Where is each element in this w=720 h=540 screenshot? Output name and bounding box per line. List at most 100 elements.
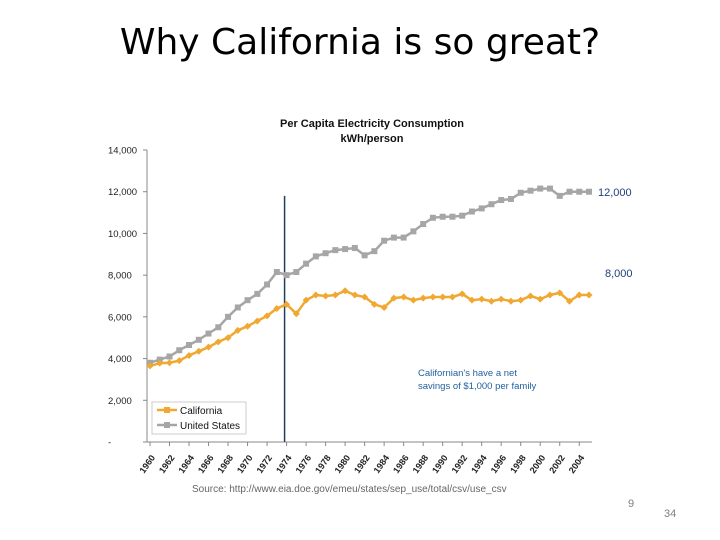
series-us-point [312,253,319,260]
x-tick-label: 1980 [333,453,353,475]
series-california-point [292,310,300,318]
series-california-point [146,362,154,370]
series-us-point [293,269,300,276]
chart-title: Per Capita Electricity Consumption [280,118,464,130]
series-california-point [380,303,388,311]
series-california-point [409,296,417,304]
series-us-point [546,185,553,192]
series-us-point [215,324,222,331]
series-us-point [468,208,475,215]
series-california-point [497,295,505,303]
series-us-point [459,212,466,219]
series-california-point [517,296,525,304]
x-tick-label: 1986 [391,453,411,475]
x-tick-label: 1962 [157,453,177,475]
series-california-point [546,291,554,299]
series-california-point [263,312,271,320]
x-tick-label: 2000 [528,453,548,475]
series-california-point [439,293,447,301]
y-tick-label: - [108,438,111,449]
series-us-point [342,246,349,253]
series-california-point [370,300,378,308]
series-us-point [166,353,173,360]
y-tick-label: 6,000 [108,312,132,323]
series-california-point [556,289,564,297]
series-california-point [175,357,183,365]
x-tick-label: 1994 [469,453,489,475]
series-us-point [234,304,241,311]
series-us-point [556,192,563,199]
series-us-point [351,245,358,252]
series-us-point [186,342,193,349]
series-california-point [351,291,359,299]
series-california-point [419,294,427,302]
x-tick-label: 1988 [411,453,431,475]
series-us-point [527,187,534,194]
x-tick-label: 1984 [372,453,392,475]
x-tick-label: 1970 [235,453,255,475]
series-california-point [224,334,232,342]
series-california-point [400,293,408,301]
series-us-line [149,187,589,364]
series-us-point [449,213,456,220]
series-us-point [254,290,261,297]
series-california-point [565,297,573,305]
series-us-point [488,201,495,208]
legend-california-label: California [180,406,223,417]
series-california-point [361,293,369,301]
series-us-point [390,234,397,241]
page-number: 9 [628,498,635,510]
x-tick-label: 1966 [196,453,216,475]
x-tick-label: 1972 [255,453,275,475]
series-us-point [244,297,251,304]
series-california-point [253,317,261,325]
series-california-point [283,300,291,308]
y-tick-label: 2,000 [108,396,132,407]
legend-us-label: United States [180,421,240,432]
series-us-point [225,313,232,320]
savings-note-line2: savings of $1,000 per family [418,381,537,392]
series-us-point [566,188,573,195]
series-california-point [575,291,583,299]
series-california-point [429,293,437,301]
series-california-point [458,290,466,298]
series-us-point [322,250,329,257]
series-us-point [410,228,417,235]
series-us-point [264,281,271,288]
y-tick-label: 12,000 [108,187,137,198]
series-california-point [302,296,310,304]
x-tick-label: 1982 [352,453,372,475]
series-california-point [487,297,495,305]
slide-title: Why California is so great? [119,22,601,63]
series-california-point [478,295,486,303]
x-tick-label: 1992 [450,453,470,475]
series-california-point [205,343,213,351]
series-us-point [205,330,212,337]
x-tick-label: 1974 [274,453,294,475]
series-california-point [244,322,252,330]
savings-note-line1: Californian's have a net [418,368,517,379]
series-california-point [214,338,222,346]
series-us-point [439,213,446,220]
series-california-point [322,292,330,300]
legend-california-marker [164,407,170,413]
source-text: Source: http://www.eia.doe.gov/emeu/stat… [192,484,507,495]
end-label-ca: 8,000 [605,268,633,280]
series-california-point [390,294,398,302]
series-us-point [507,196,514,203]
x-tick-label: 1968 [215,453,235,475]
series-california-point [185,351,193,359]
series-california-point [526,292,534,300]
series-us-point [478,205,485,212]
series-us-point [283,272,290,279]
chart-legend: California United States [151,401,247,435]
series-california-point [195,347,203,355]
series-california-point [156,359,164,367]
series-california-point [448,293,456,301]
series-california-point [166,359,174,367]
series-california-point [585,291,593,299]
series-us-point [400,234,407,241]
x-tick-label: 1998 [508,453,528,475]
series-california-point [331,291,339,299]
series-us-point [586,188,592,195]
